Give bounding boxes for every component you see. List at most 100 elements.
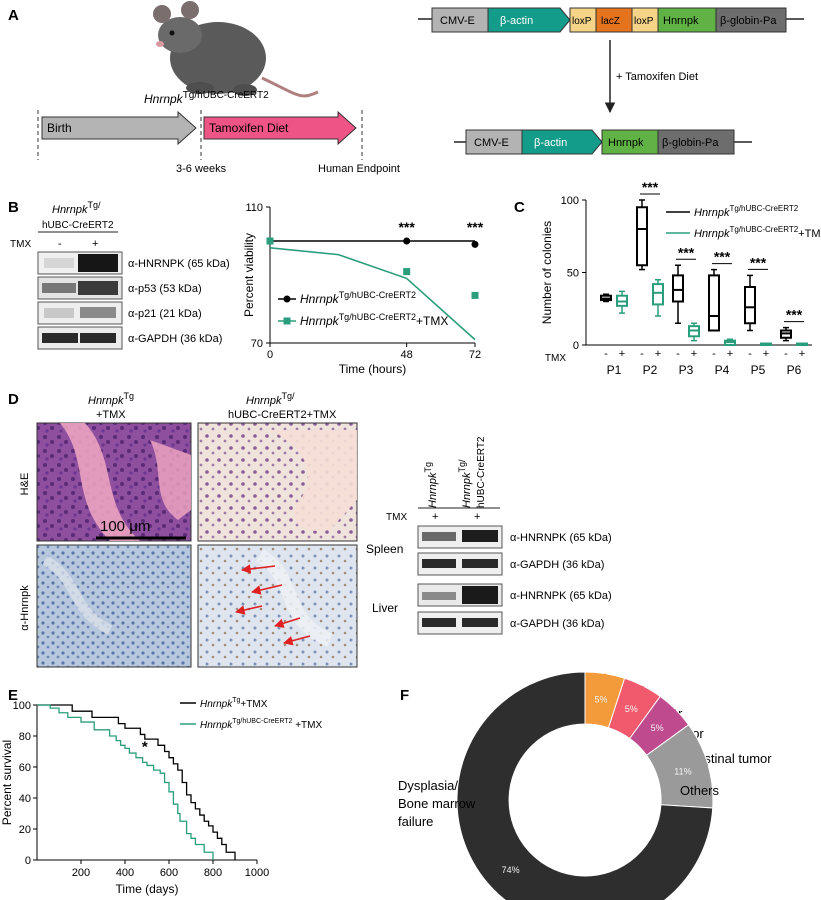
wb-d-lane2-header-line2: hUBC-CreERT2 [476, 436, 487, 508]
c-significance-2: *** [678, 244, 695, 260]
panel-label-e: E [8, 687, 18, 704]
c-box-2-0 [672, 274, 684, 303]
panel-label-f: F [400, 687, 409, 704]
b-point-0-1 [403, 237, 411, 245]
e-y-tick-label: 80 [19, 731, 31, 743]
wb-d-lane2-header: HnrnpkTg/ [457, 459, 473, 508]
c-legend-label-1: HnrnpkTg/hUBC-CreERT2+TMX [694, 225, 821, 240]
b-y-axis-label: Percent viability [242, 233, 256, 317]
c-box-1-0 [636, 206, 648, 267]
b-legend-label-0: HnrnpkTg/hUBC-CreERT2 [300, 290, 416, 306]
arrow-tamoxifen-label: + Tamoxifen Diet [616, 71, 698, 83]
e-y-tick-label: 0 [25, 855, 31, 867]
c-category-label-4: P5 [751, 363, 766, 377]
c-box-1-1 [652, 283, 664, 306]
c-category-label-1: P2 [643, 363, 658, 377]
e-y-axis-label: Percent survival [0, 740, 14, 825]
f-slice-pct-3: 11% [674, 767, 691, 777]
e-x-tick-label: 800 [204, 867, 222, 879]
wb-d-spleen-gapdh: α-GAPDH (36 kDa) [510, 559, 604, 571]
histo-col1-header-line2: +TMX [96, 409, 126, 421]
c-category-label-0: P1 [607, 363, 622, 377]
timeline: Birth Tamoxifen Diet 3-6 weeks Human End… [37, 110, 400, 175]
blot-b-row-p53: α-p53 (53 kDa) [128, 283, 202, 295]
c-significance-5: *** [786, 307, 803, 323]
c-y-tick-label: 0 [573, 340, 579, 352]
blot-b-tmx-minus: - [58, 238, 62, 250]
wb-d-tissue-spleen: Spleen [366, 542, 403, 556]
mouse-genotype-label: HnrnpkTg/hUBC-CreERT2 [144, 90, 269, 106]
c-tmx-sign-3-1: + [727, 348, 733, 360]
mouse-illustration [153, 1, 319, 98]
c-tmx-sign-4-1: + [763, 348, 769, 360]
wb-d-lane1-header: HnrnpkTg [423, 462, 439, 508]
b-point-1-2 [471, 291, 479, 299]
wb-d-tmx-lane2: + [474, 511, 480, 523]
c-tmx-label: TMX [545, 353, 566, 364]
c-box-3-0 [708, 274, 720, 332]
wb-d-tmx-label: TMX [386, 512, 407, 523]
blot-b-header: HnrnpkTg/ [52, 200, 101, 216]
e-x-tick-label: 200 [72, 867, 90, 879]
death-cause-donut-chart: 5%Tail tumor5%Lung tumor5%Mediastinal tu… [398, 671, 772, 900]
c-y-tick-label: 50 [567, 268, 579, 280]
b-y-tick-label: 110 [245, 202, 263, 214]
wb-d-liver-hnrnpk: α-HNRNPK (65 kDa) [510, 590, 612, 602]
birth-arrow [41, 110, 197, 146]
histo-col2-header-line2: hUBC-CreERT2+TMX [228, 409, 337, 421]
birth-label: Birth [47, 121, 72, 135]
blot-b-header-line2: hUBC-CreERT2 [42, 220, 114, 231]
b-point-1-0 [266, 237, 274, 245]
c-tmx-sign-2-1: + [691, 348, 697, 360]
b-legend-label-1: HnrnpkTg/hUBC-CreERT2+TMX [300, 312, 448, 328]
c-tmx-sign-2-0: - [676, 348, 680, 360]
survival-chart: 200 400 600 800 1000 0 20 40 60 80 100 Time (days) P… [0, 697, 322, 896]
construct-top-cmv: CMV-E [440, 15, 475, 27]
e-x-tick-label: 600 [160, 867, 178, 879]
tamoxifen-diet-arrow [203, 110, 357, 146]
c-tmx-sign-1-1: + [655, 348, 661, 360]
panel-label-b: B [8, 199, 19, 216]
b-significance-1: *** [467, 219, 484, 235]
blot-b-row-gapdh: α-GAPDH (36 kDa) [128, 333, 222, 345]
e-x-tick-label: 1000 [245, 867, 269, 879]
f-slice-4 [456, 671, 714, 900]
c-significance-4: *** [750, 254, 767, 270]
histo-col1-header: HnrnpkTg [88, 391, 134, 407]
b-x-axis-label: Time (hours) [339, 362, 407, 376]
ihc-tg-cre-image [197, 544, 358, 668]
c-category-label-3: P4 [715, 363, 730, 377]
f-slice-pct-2: 5% [651, 723, 664, 733]
b-point-1-1 [403, 268, 411, 276]
c-tmx-sign-1-0: - [640, 348, 644, 360]
wb-d-tmx-lane1: + [432, 511, 438, 523]
endpoint-label: Human Endpoint [318, 163, 400, 175]
c-significance-1: *** [642, 179, 659, 195]
b-x-tick-label: 48 [401, 349, 413, 361]
c-significance-3: *** [714, 249, 731, 265]
f-slice-pct-0: 5% [594, 694, 607, 704]
c-category-label-2: P3 [679, 363, 694, 377]
blot-b-tmx-label: TMX [10, 239, 31, 250]
construct-bottom-actin: β-actin [534, 137, 567, 149]
f-slice-label-4: Dysplasia/Bone marrow failure [398, 778, 476, 829]
wb-d-spleen-hnrnpk: α-HNRNPK (65 kDa) [510, 532, 612, 544]
e-y-tick-label: 100 [13, 700, 31, 712]
construct-top-loxp1: loxP [572, 16, 592, 27]
c-tmx-sign-3-0: - [712, 348, 716, 360]
e-x-tick-label: 400 [116, 867, 134, 879]
f-leader-3 [677, 763, 709, 793]
construct-bottom-globin: β-globin-Pa [662, 137, 719, 149]
blot-b-strips [37, 251, 123, 350]
b-legend-marker-0 [283, 295, 291, 303]
construct-bottom: CMV-E β-actin Hnrnpk β-globin-Pa [454, 129, 752, 155]
blot-b-row-hnrnpk: α-HNRNPK (65 kDa) [128, 258, 230, 270]
e-legend-label-0: HnrnpkTg+TMX [200, 697, 268, 710]
b-y-tick-label: 70 [251, 338, 263, 350]
tamoxifen-diet-label: Tamoxifen Diet [209, 121, 289, 135]
wb-d-strips [417, 525, 503, 635]
construct-top: CMV-E β-actin loxP lacZ loxP Hnrnpk β-gl… [418, 7, 804, 33]
